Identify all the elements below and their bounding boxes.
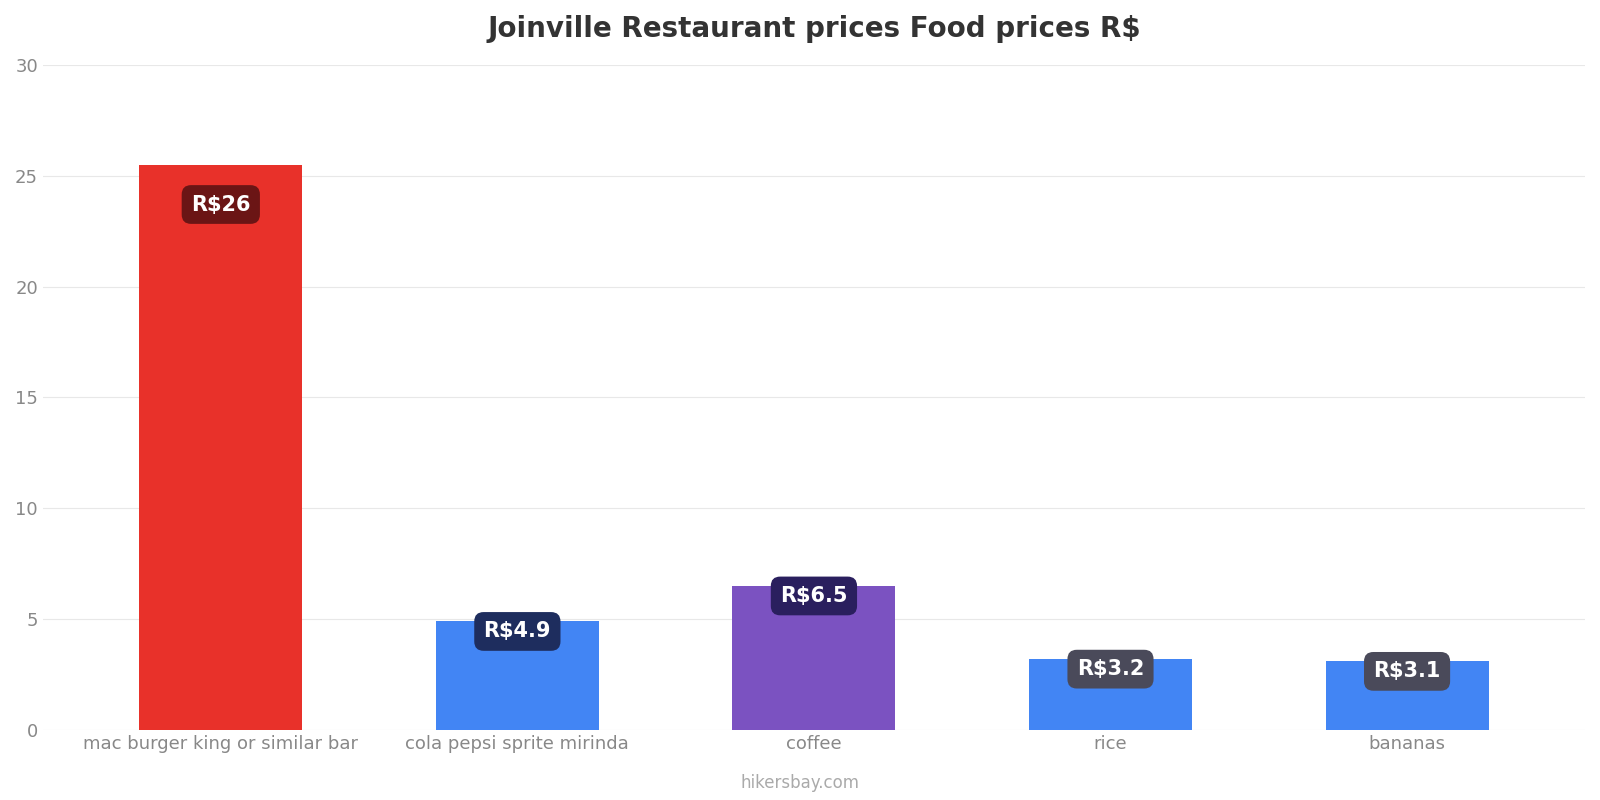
Bar [139,165,302,730]
Text: R$3.1: R$3.1 [1373,662,1440,682]
Bar [733,586,896,730]
Bar [435,622,598,730]
Text: R$4.9: R$4.9 [483,622,550,642]
Title: Joinville Restaurant prices Food prices R$: Joinville Restaurant prices Food prices … [486,15,1141,43]
Text: R$26: R$26 [190,194,251,214]
Text: hikersbay.com: hikersbay.com [741,774,859,792]
Bar [1029,659,1192,730]
Text: R$6.5: R$6.5 [781,586,848,606]
Text: R$3.2: R$3.2 [1077,659,1144,679]
Bar [1325,662,1488,730]
